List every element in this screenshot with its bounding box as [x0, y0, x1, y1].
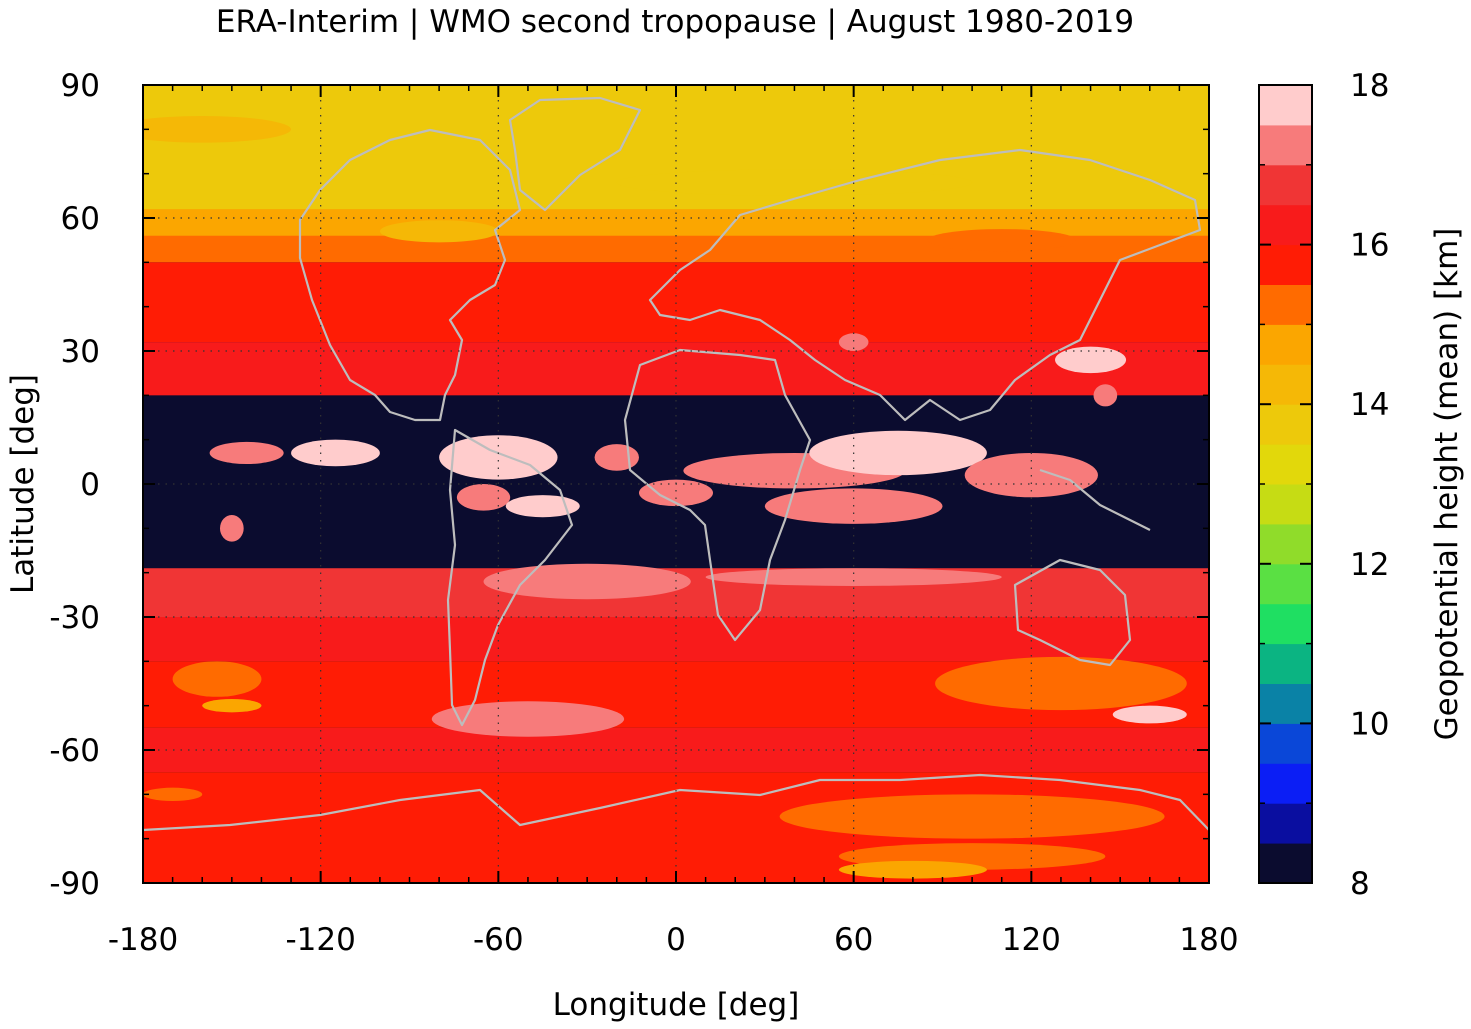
colorbar-swatch [1259, 85, 1312, 126]
y-axis: 90 60 30 0 -30 -60 -90 [49, 68, 1209, 902]
tropical-patch [291, 439, 380, 467]
colorbar-swatch [1259, 124, 1312, 166]
coastline-maritime-continent [1039, 468, 1151, 531]
field-patch [379, 220, 499, 243]
x-axis: -180 -120 -60 0 60 120 180 [108, 85, 1239, 958]
colorbar-tick-label: 16 [1350, 228, 1389, 264]
tropical-patch [456, 484, 511, 511]
y-axis-label: Latitude [deg] [5, 374, 41, 594]
y-tick-label: 60 [61, 201, 100, 237]
coastline-eurasia [648, 148, 1202, 422]
colorbar-swatch [1259, 603, 1312, 645]
tropical-patch [809, 430, 987, 476]
y-tick-label: 30 [61, 334, 100, 370]
colorbar-tick-label: 12 [1350, 547, 1389, 583]
x-tick-label: 120 [1002, 922, 1061, 958]
coastline-australia [1013, 558, 1132, 667]
colorbar-swatch [1259, 643, 1312, 684]
tropical-patch [219, 515, 244, 542]
colorbar-tick-label: 8 [1350, 866, 1370, 902]
coastline-north-america [298, 128, 522, 422]
field-patch [1055, 346, 1127, 374]
colorbar-swatch [1259, 444, 1312, 485]
colorbar-swatch [1259, 404, 1312, 445]
x-tick-label: -120 [285, 922, 355, 958]
colorbar-swatch [1259, 164, 1312, 206]
colorbar-swatch [1259, 843, 1312, 884]
field-band [143, 617, 1209, 662]
field-patch [779, 794, 1165, 839]
coastline-south-america [446, 428, 574, 727]
colorbar-swatch [1259, 683, 1312, 724]
field-patch [1093, 384, 1118, 407]
x-tick-label: 180 [1179, 922, 1238, 958]
field-patch [431, 701, 625, 737]
field-patch [927, 229, 1076, 252]
x-tick-label: 60 [834, 922, 873, 958]
colorbar-swatch [1259, 244, 1312, 285]
colorbar-ticks: 18 16 14 12 10 8 [1259, 68, 1389, 902]
y-tick-label: 0 [80, 467, 100, 503]
colorbar-swatch [1259, 324, 1312, 365]
x-tick-label: 0 [666, 922, 686, 958]
field-patch [483, 563, 691, 600]
coastline-africa [623, 348, 812, 642]
field-patch [838, 333, 869, 351]
colorbar-swatch [1259, 563, 1312, 605]
tropical-patch [439, 435, 558, 480]
colorbar-swatch [1259, 723, 1312, 764]
colorbar [1259, 85, 1312, 884]
y-tick-label: -60 [49, 733, 100, 769]
field-patch [616, 169, 973, 196]
field-patch [705, 568, 1002, 586]
colorbar-swatch [1259, 484, 1312, 525]
colorbar-label: Geopotential height (mean) [km] [1429, 228, 1465, 741]
coastline-greenland [508, 96, 642, 212]
colorbar-swatch [1259, 204, 1312, 246]
colorbar-swatch [1259, 364, 1312, 405]
y-tick-label: 90 [61, 68, 100, 104]
field-patch [202, 699, 262, 713]
x-tick-label: -60 [473, 922, 524, 958]
colorbar-tick-label: 14 [1350, 387, 1389, 423]
y-tick-label: -30 [49, 600, 100, 636]
colorbar-swatch [1259, 763, 1312, 804]
field-band [143, 342, 1209, 396]
chart-title: ERA-Interim | WMO second tropopause | Au… [216, 4, 1134, 40]
tropical-patch [505, 495, 580, 518]
tropical-patch [638, 479, 714, 507]
gridlines [143, 85, 1209, 883]
field-band [143, 262, 1209, 343]
coastlines [143, 96, 1209, 832]
tropical-field [209, 430, 1098, 542]
field-patch [172, 661, 262, 697]
tropical-patch [209, 441, 284, 465]
colorbar-swatch [1259, 803, 1312, 844]
field-patch [143, 116, 292, 143]
field-patch [935, 656, 1187, 711]
field-patch [143, 787, 203, 801]
tropical-patch [594, 444, 639, 471]
field-patch [1112, 705, 1187, 724]
y-tick-label: -90 [49, 866, 100, 902]
field-patch [838, 860, 987, 879]
colorbar-swatch [1259, 284, 1312, 325]
x-tick-label: -180 [108, 922, 178, 958]
x-axis-label: Longitude [deg] [553, 987, 800, 1023]
colorbar-tick-label: 10 [1350, 706, 1389, 742]
colorbar-swatch [1259, 523, 1312, 565]
colorbar-tick-label: 18 [1350, 68, 1389, 104]
coastline-antarctica [143, 773, 1209, 832]
